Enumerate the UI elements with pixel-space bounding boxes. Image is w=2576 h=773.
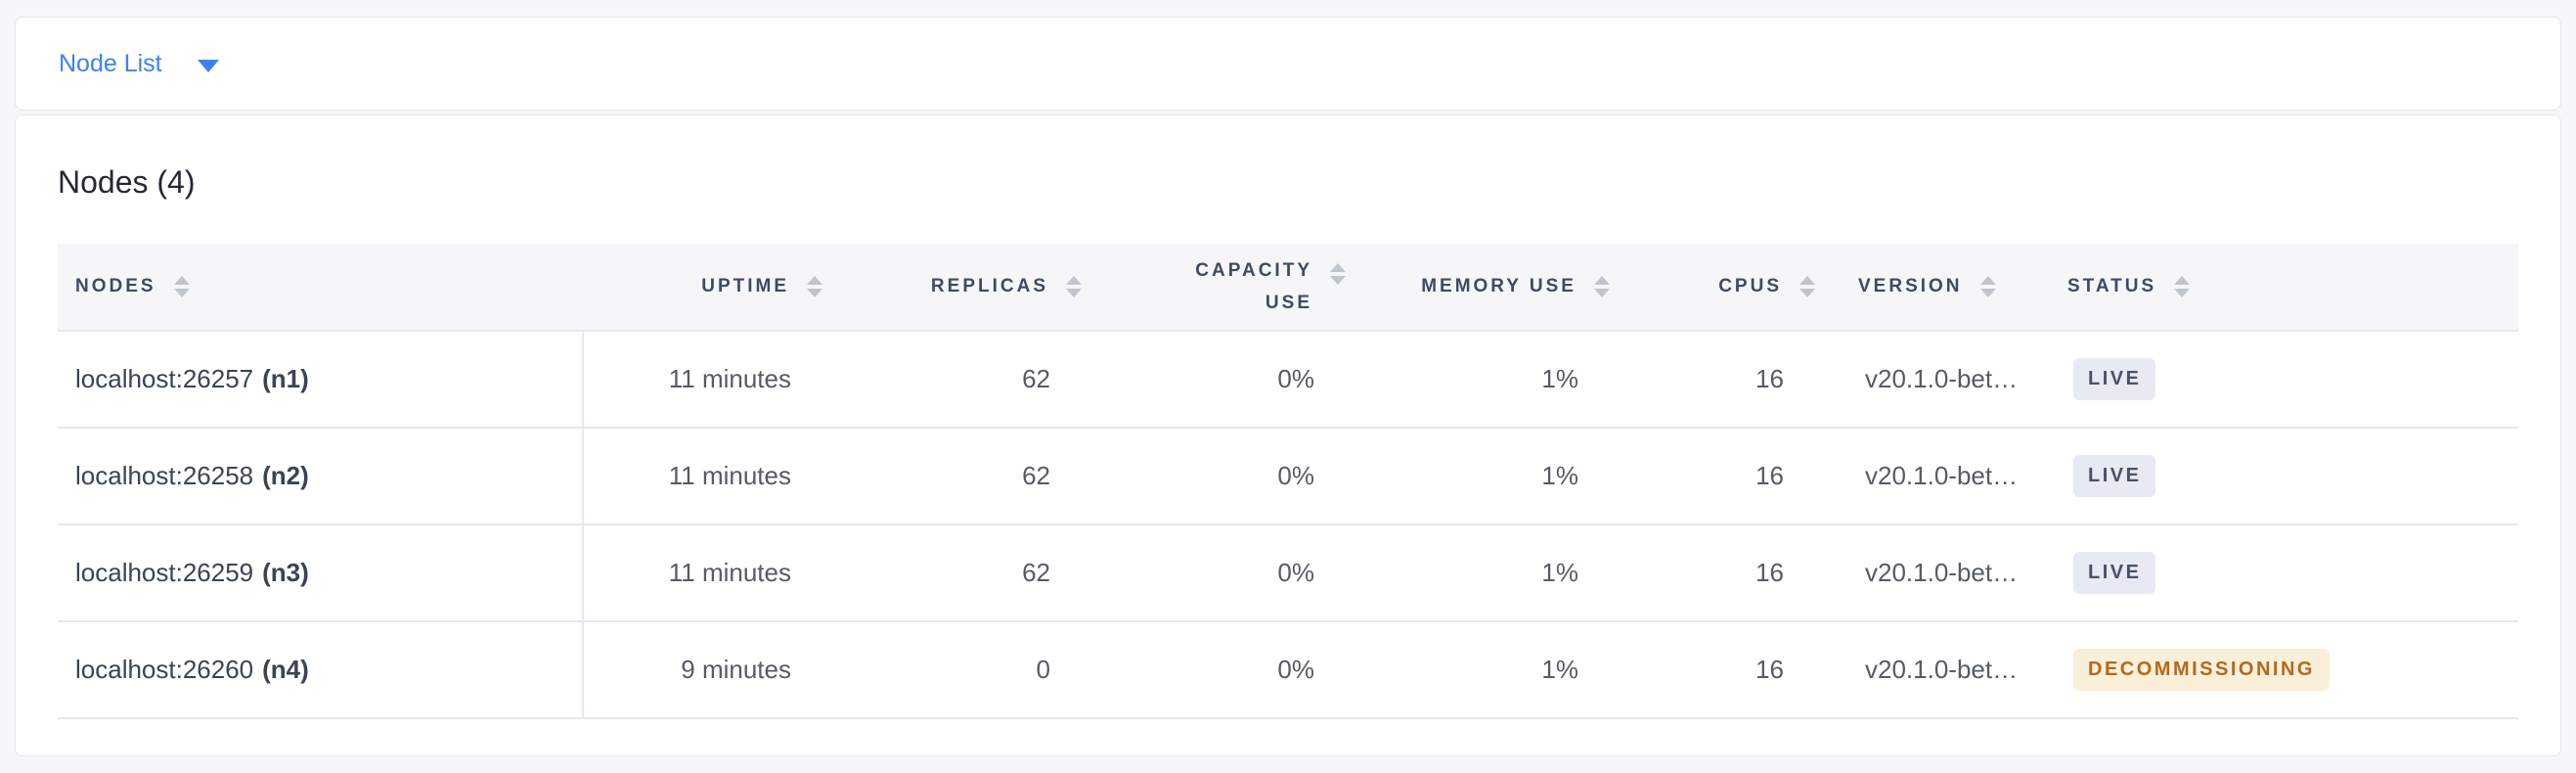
capacity-use-cell: 0% xyxy=(1277,655,1314,684)
status-badge: LIVE xyxy=(2073,455,2156,497)
uptime-cell: 11 minutes xyxy=(668,558,791,587)
sort-up-icon xyxy=(2174,276,2191,285)
node-cell: localhost:26260 (n4) xyxy=(58,622,584,717)
status-badge: DECOMMISSIONING xyxy=(2073,649,2330,691)
sort-down-icon xyxy=(1330,276,1346,285)
node-address: localhost:26257 xyxy=(75,364,254,393)
cpus-cell: 16 xyxy=(1755,364,1784,393)
sort-up-icon xyxy=(1799,276,1815,285)
sort-down-icon xyxy=(1979,289,1996,297)
column-header-label: STATUS xyxy=(2067,276,2157,296)
uptime-cell: 11 minutes xyxy=(668,461,791,490)
status-cell: DECOMMISSIONING xyxy=(2065,622,2518,717)
sort-up-icon xyxy=(1330,263,1346,272)
column-header-label: UPTIME xyxy=(701,276,789,296)
sort-up-icon xyxy=(1594,276,1610,285)
capacity-use-cell: 0% xyxy=(1277,364,1314,393)
status-badge: LIVE xyxy=(2073,358,2156,400)
version-cell: v20.1.0-bet… xyxy=(1865,655,2019,684)
cpus-cell: 16 xyxy=(1755,461,1784,490)
status-cell: LIVE xyxy=(2065,332,2518,427)
column-header-uptime[interactable]: UPTIME xyxy=(584,244,828,330)
node-table-row[interactable]: localhost:26260 (n4) 9 minutes 0 0% 1% 1… xyxy=(58,622,2518,719)
sort-down-icon xyxy=(1594,289,1610,297)
sort-down-icon xyxy=(1066,289,1082,297)
sort-up-icon xyxy=(1066,276,1082,285)
replicas-cell: 62 xyxy=(1022,364,1050,393)
sort-arrows-icon[interactable] xyxy=(1330,263,1346,285)
column-header-cpus[interactable]: CPUS xyxy=(1616,244,1821,330)
uptime-cell: 9 minutes xyxy=(681,655,791,684)
node-address: localhost:26259 xyxy=(75,558,254,587)
column-header-label: MEMORY USE xyxy=(1421,276,1577,296)
sort-arrows-icon[interactable] xyxy=(2174,276,2191,297)
status-cell: LIVE xyxy=(2065,429,2518,523)
sort-arrows-icon[interactable] xyxy=(173,276,190,297)
column-header-label: VERSION xyxy=(1858,276,1963,296)
table-header-row: NODES UPTIME REPLICAS CAPACITY USE MEMOR… xyxy=(58,244,2518,332)
memory-use-cell: 1% xyxy=(1541,558,1578,587)
status-cell: LIVE xyxy=(2065,525,2518,620)
column-header-label: CPUS xyxy=(1718,276,1782,296)
column-header-status[interactable]: STATUS xyxy=(2065,244,2518,330)
column-header-label: REPLICAS xyxy=(930,276,1048,296)
column-header-memory-use[interactable]: MEMORY USE xyxy=(1352,244,1616,330)
cpus-cell: 16 xyxy=(1755,558,1784,587)
capacity-use-cell: 0% xyxy=(1277,558,1314,587)
node-id: (n3) xyxy=(262,558,309,587)
status-badge: LIVE xyxy=(2073,552,2156,594)
version-cell: v20.1.0-bet… xyxy=(1865,364,2019,393)
sort-arrows-icon[interactable] xyxy=(1066,276,1082,297)
column-header-replicas[interactable]: REPLICAS xyxy=(828,244,1088,330)
node-table-row[interactable]: localhost:26258 (n2) 11 minutes 62 0% 1%… xyxy=(58,429,2518,525)
caret-down-icon xyxy=(197,59,219,72)
column-header-version[interactable]: VERSION xyxy=(1821,244,2065,330)
node-cell: localhost:26259 (n3) xyxy=(58,525,584,620)
column-header-nodes[interactable]: NODES xyxy=(58,244,584,330)
node-id: (n2) xyxy=(262,461,309,490)
view-selector-bar: Node List xyxy=(15,17,2561,111)
nodes-card: Nodes (4) NODES UPTIME REPLICAS CAPACITY… xyxy=(15,114,2561,756)
sort-arrows-icon[interactable] xyxy=(807,276,822,297)
uptime-cell: 11 minutes xyxy=(668,364,791,393)
node-address: localhost:26260 xyxy=(75,655,254,684)
node-id: (n1) xyxy=(262,364,309,393)
sort-up-icon xyxy=(173,276,190,285)
node-table-row[interactable]: localhost:26257 (n1) 11 minutes 62 0% 1%… xyxy=(58,332,2518,429)
sort-arrows-icon[interactable] xyxy=(1799,276,1815,297)
column-header-label: CAPACITY USE xyxy=(1195,259,1312,313)
sort-up-icon xyxy=(807,276,822,285)
sort-down-icon xyxy=(173,289,190,297)
capacity-use-cell: 0% xyxy=(1277,461,1314,490)
replicas-cell: 0 xyxy=(1036,655,1050,684)
nodes-table: NODES UPTIME REPLICAS CAPACITY USE MEMOR… xyxy=(58,244,2518,719)
sort-arrows-icon[interactable] xyxy=(1979,276,1996,297)
sort-down-icon xyxy=(2174,289,2191,297)
sort-arrows-icon[interactable] xyxy=(1594,276,1610,297)
node-list-dropdown-label: Node List xyxy=(59,49,162,77)
table-body: localhost:26257 (n1) 11 minutes 62 0% 1%… xyxy=(58,332,2518,719)
node-cell: localhost:26258 (n2) xyxy=(58,429,584,523)
node-address: localhost:26258 xyxy=(75,461,254,490)
memory-use-cell: 1% xyxy=(1541,364,1578,393)
replicas-cell: 62 xyxy=(1022,558,1050,587)
node-list-dropdown[interactable]: Node List xyxy=(59,50,219,78)
memory-use-cell: 1% xyxy=(1541,461,1578,490)
node-cell: localhost:26257 (n1) xyxy=(58,332,584,427)
column-header-label: NODES xyxy=(75,276,156,296)
replicas-cell: 62 xyxy=(1022,461,1050,490)
node-table-row[interactable]: localhost:26259 (n3) 11 minutes 62 0% 1%… xyxy=(58,525,2518,622)
cpus-cell: 16 xyxy=(1755,655,1784,684)
sort-up-icon xyxy=(1979,276,1996,285)
sort-down-icon xyxy=(807,289,822,297)
nodes-count-heading: Nodes (4) xyxy=(58,164,196,200)
memory-use-cell: 1% xyxy=(1541,655,1578,684)
version-cell: v20.1.0-bet… xyxy=(1865,558,2019,587)
sort-down-icon xyxy=(1799,289,1815,297)
node-id: (n4) xyxy=(262,655,309,684)
version-cell: v20.1.0-bet… xyxy=(1865,461,2019,490)
column-header-capacity-use[interactable]: CAPACITY USE xyxy=(1088,244,1352,330)
